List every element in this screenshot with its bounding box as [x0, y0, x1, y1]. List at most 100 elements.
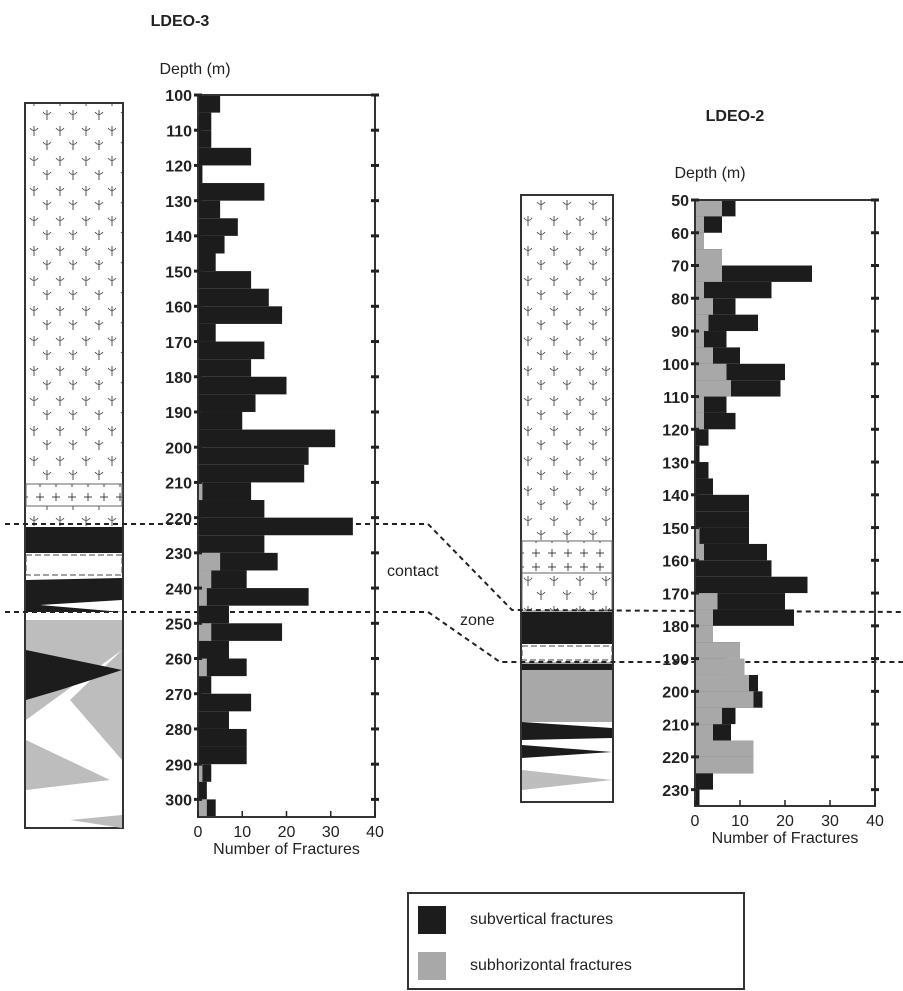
- annotation: contact: [387, 563, 439, 580]
- bar: [695, 314, 758, 332]
- bar: [695, 543, 704, 561]
- x-tick-label: 40: [866, 813, 884, 830]
- bar: [695, 412, 736, 430]
- y-tick-label: 200: [165, 440, 192, 457]
- bar: [695, 756, 754, 774]
- y-tick-label: 170: [165, 335, 192, 352]
- bar: [198, 165, 203, 184]
- bar: [198, 235, 225, 254]
- bar: [695, 216, 704, 233]
- bar: [198, 271, 252, 289]
- legend-label: subhorizontal fractures: [470, 957, 632, 974]
- bar: [198, 658, 247, 677]
- bar: [695, 445, 700, 463]
- x-axis-label: Number of Fractures: [213, 841, 360, 858]
- x-tick-label: 0: [194, 824, 203, 841]
- y-tick-label: 110: [663, 390, 689, 407]
- bar: [695, 674, 749, 692]
- bar: [198, 588, 207, 606]
- y-tick-label: 70: [671, 259, 689, 276]
- y-tick-label: 110: [166, 123, 192, 140]
- y-tick-label: 120: [165, 159, 192, 176]
- x-tick-label: 30: [821, 813, 839, 830]
- bar: [695, 200, 722, 217]
- y-tick-label: 210: [662, 717, 689, 734]
- bar: [695, 347, 713, 364]
- bar: [198, 623, 283, 641]
- bar: [695, 625, 713, 643]
- y-tick-label: 100: [165, 88, 192, 105]
- bar: [198, 676, 212, 694]
- y-tick-label: 200: [662, 685, 689, 702]
- y-tick-label: 180: [662, 619, 689, 636]
- bar: [695, 249, 722, 266]
- y-tick-label: 210: [165, 476, 192, 493]
- bar: [695, 609, 713, 626]
- y-tick-label: 140: [165, 229, 192, 246]
- bar: [695, 298, 713, 315]
- bar: [695, 543, 767, 561]
- bar: [198, 658, 207, 677]
- y-tick-label: 160: [662, 554, 689, 571]
- bar: [198, 200, 221, 219]
- bar: [198, 218, 238, 236]
- bar: [695, 412, 704, 430]
- x-tick-label: 30: [322, 824, 340, 841]
- y-tick-label: 90: [671, 324, 689, 341]
- y-tick-label: 160: [165, 300, 192, 317]
- bar: [198, 746, 247, 765]
- bar: [198, 394, 256, 412]
- y-axis-label: Depth (m): [674, 165, 745, 182]
- bar: [695, 314, 709, 332]
- y-tick-label: 150: [662, 521, 689, 538]
- bar: [695, 232, 704, 250]
- bar: [695, 740, 754, 757]
- bar: [695, 396, 704, 413]
- y-tick-label: 190: [165, 405, 192, 422]
- y-tick-label: 60: [671, 226, 689, 243]
- bar: [198, 640, 229, 659]
- bar: [198, 447, 309, 465]
- bar: [198, 693, 252, 712]
- bar: [198, 517, 353, 536]
- bar: [695, 593, 718, 610]
- y-tick-label: 250: [165, 617, 192, 634]
- legend-label: subvertical fractures: [470, 911, 613, 928]
- bar: [695, 609, 794, 626]
- y-tick-label: 230: [662, 783, 689, 800]
- x-tick-label: 10: [731, 813, 749, 830]
- y-tick-label: 290: [165, 757, 192, 774]
- bar: [198, 623, 212, 641]
- legend-swatch: [418, 952, 446, 980]
- chart-title: LDEO-3: [151, 13, 210, 30]
- bar: [198, 323, 216, 342]
- legend-swatch: [418, 906, 446, 934]
- bar: [198, 764, 203, 782]
- y-tick-label: 270: [165, 687, 192, 704]
- bar: [695, 494, 749, 512]
- bar: [695, 380, 731, 397]
- bar: [695, 331, 704, 348]
- y-tick-label: 150: [165, 264, 192, 281]
- bar: [198, 429, 336, 448]
- bar: [695, 658, 745, 675]
- x-tick-label: 20: [278, 824, 296, 841]
- bar: [695, 265, 722, 282]
- bar: [695, 527, 700, 544]
- bar: [695, 511, 749, 528]
- bar: [198, 570, 212, 589]
- chart-title: LDEO-2: [706, 108, 765, 125]
- y-tick-label: 240: [165, 581, 192, 598]
- bar: [198, 359, 252, 377]
- bar: [198, 95, 221, 113]
- bar: [198, 711, 229, 729]
- bar: [695, 363, 727, 381]
- bar: [198, 112, 212, 131]
- bar: [695, 281, 704, 299]
- bar: [198, 183, 265, 201]
- bar: [695, 462, 709, 479]
- x-tick-label: 40: [366, 824, 384, 841]
- bar: [695, 560, 772, 577]
- y-tick-label: 230: [165, 546, 192, 563]
